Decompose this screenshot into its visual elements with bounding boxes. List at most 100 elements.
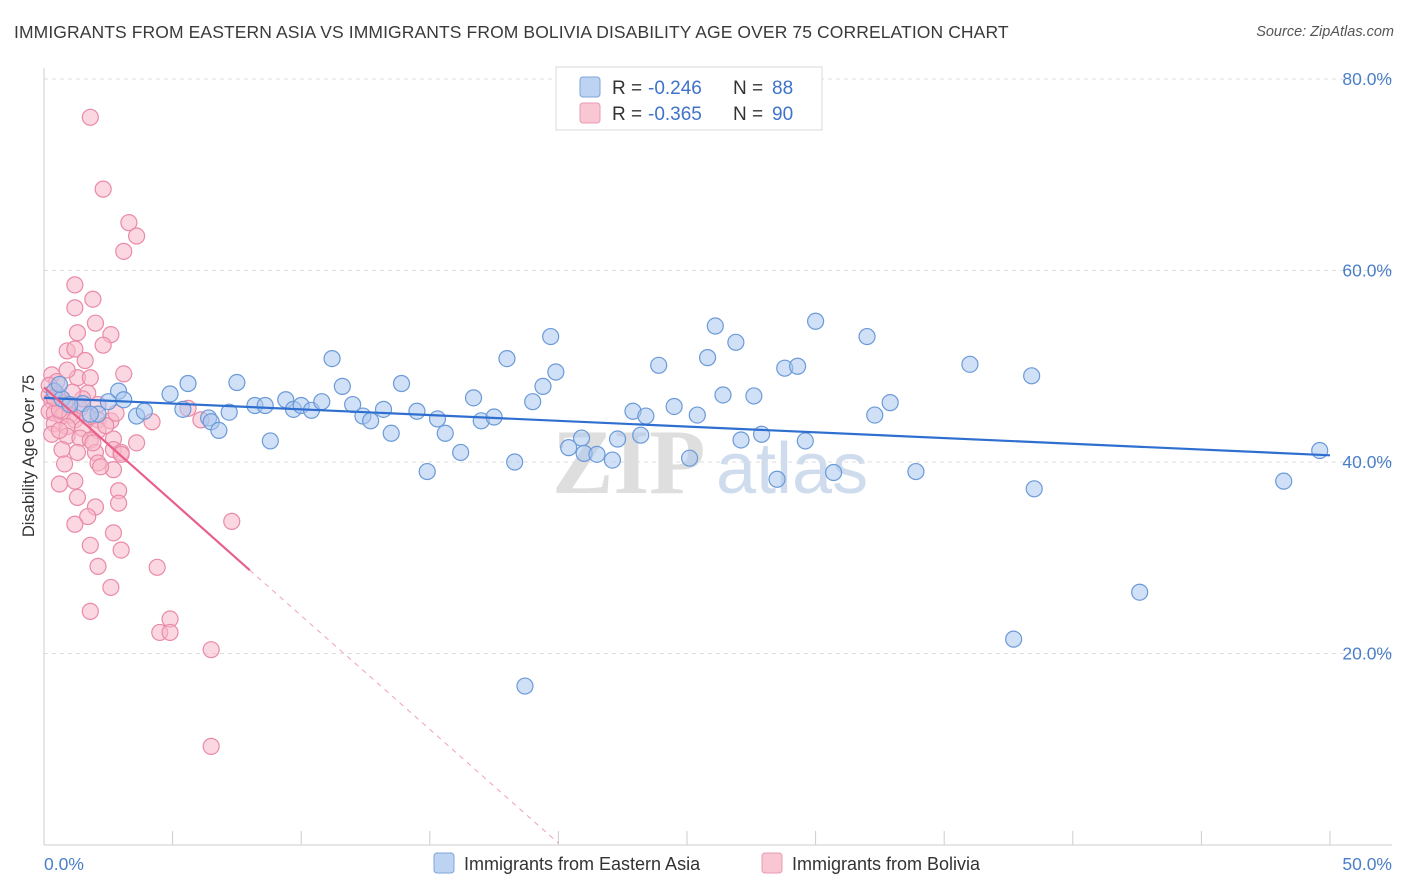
bolivia-point (223, 512, 241, 530)
bolivia-point (81, 602, 99, 620)
eastern-asia-point (81, 405, 99, 423)
bolivia-point (120, 214, 138, 232)
eastern-asia-point (650, 356, 668, 374)
bolivia-point (55, 455, 74, 473)
x-tick-label-max: 50.0% (1342, 854, 1392, 874)
bolivia-point (127, 227, 146, 245)
eastern-asia-point (603, 451, 622, 469)
eastern-asia-point (768, 470, 786, 488)
eastern-asia-point (1005, 630, 1023, 648)
bolivia-point (68, 443, 87, 462)
bolivia-point (94, 336, 112, 354)
legend-swatch-eastern-asia (579, 76, 601, 98)
eastern-asia-point (1025, 480, 1043, 498)
eastern-asia-point (680, 449, 699, 467)
bolivia-point (66, 472, 84, 490)
y-axis-label: Disability Age Over 75 (20, 375, 38, 537)
eastern-asia-point (161, 385, 179, 403)
eastern-asia-point (382, 424, 400, 442)
bolivia-point (102, 578, 120, 597)
bolivia-series (40, 108, 241, 755)
eastern-asia-point (588, 445, 606, 463)
bolivia-point (112, 541, 130, 559)
bottom-legend-swatch-bolivia (761, 852, 783, 874)
eastern-asia-point (464, 389, 483, 407)
bottom-legend-label-eastern-asia: Immigrants from Eastern Asia (464, 854, 701, 874)
eastern-asia-point (374, 400, 393, 418)
bolivia-point (53, 440, 71, 459)
eastern-asia-point (572, 429, 591, 447)
eastern-asia-point (688, 406, 706, 424)
bolivia-point (115, 365, 133, 383)
legend-r-label-2: R = (612, 104, 642, 125)
bolivia-point (148, 558, 166, 576)
eastern-asia-point (907, 462, 925, 481)
eastern-asia-point (547, 363, 565, 381)
eastern-asia-point (436, 424, 454, 442)
eastern-asia-point (333, 377, 351, 395)
legend-swatch-bolivia (579, 102, 601, 124)
bolivia-point (68, 324, 87, 342)
bolivia-point (84, 434, 102, 452)
eastern-asia-point (323, 349, 341, 368)
bolivia-point (161, 623, 179, 642)
bolivia-point (91, 458, 110, 476)
bolivia-point (104, 524, 123, 542)
bolivia-point (68, 488, 87, 507)
bolivia-point (66, 340, 84, 358)
y-tick-labels: 20.0% 40.0% 60.0% 80.0% (1342, 69, 1392, 664)
eastern-asia-point (228, 373, 246, 392)
chart-title: IMMIGRANTS FROM EASTERN ASIA VS IMMIGRAN… (14, 22, 1009, 42)
bolivia-point (66, 299, 84, 317)
y-tick-label: 80.0% (1342, 69, 1392, 89)
eastern-asia-point (732, 431, 750, 449)
eastern-asia-point (392, 374, 411, 393)
legend-n-value-1: 88 (772, 78, 793, 99)
eastern-asia-point (313, 393, 331, 411)
eastern-asia-point (61, 395, 79, 414)
legend-n-value-2: 90 (772, 104, 793, 125)
bolivia-point (109, 494, 128, 512)
bolivia-point (76, 351, 94, 370)
bolivia-trend-extension (249, 569, 559, 844)
eastern-asia-point (50, 375, 69, 394)
eastern-asia-point (362, 412, 380, 430)
bolivia-point (81, 536, 99, 554)
bolivia-point (127, 434, 146, 452)
eastern-asia-point (452, 443, 470, 462)
bottom-legend: Immigrants from Eastern Asia Immigrants … (433, 852, 981, 874)
eastern-asia-point (637, 407, 655, 425)
eastern-asia-point (788, 357, 807, 375)
top-legend: R = -0.246 N = 88 R = -0.365 N = 90 (555, 66, 823, 131)
eastern-asia-point (698, 349, 717, 367)
bolivia-point (89, 557, 107, 575)
eastern-asia-point (135, 402, 153, 420)
bolivia-point (66, 276, 84, 294)
eastern-asia-point (745, 387, 763, 405)
eastern-asia-point (1023, 367, 1041, 385)
source-label: Source: ZipAtlas.com (1256, 24, 1394, 40)
bolivia-point (94, 180, 112, 198)
eastern-asia-point (428, 410, 447, 428)
eastern-asia-point (179, 374, 197, 393)
legend-n-label-2: N = (733, 104, 763, 125)
x-tick-label-min: 0.0% (44, 854, 84, 874)
y-tick-label: 60.0% (1342, 261, 1392, 281)
bolivia-point (202, 737, 220, 755)
eastern-asia-point (796, 432, 814, 450)
bolivia-point (58, 361, 76, 379)
eastern-asia-point (608, 430, 627, 448)
eastern-asia-point (632, 426, 650, 444)
y-tick-label: 40.0% (1342, 452, 1392, 472)
eastern-asia-point (961, 355, 979, 373)
bolivia-point (84, 290, 102, 308)
eastern-asia-point (210, 421, 228, 440)
x-tick-marks (43, 831, 1331, 845)
bottom-legend-swatch-eastern-asia (433, 852, 455, 874)
eastern-asia-point (806, 312, 825, 330)
eastern-asia-point (524, 393, 542, 411)
eastern-asia-point (825, 463, 843, 482)
bolivia-point (50, 421, 69, 440)
eastern-asia-point (115, 391, 133, 409)
